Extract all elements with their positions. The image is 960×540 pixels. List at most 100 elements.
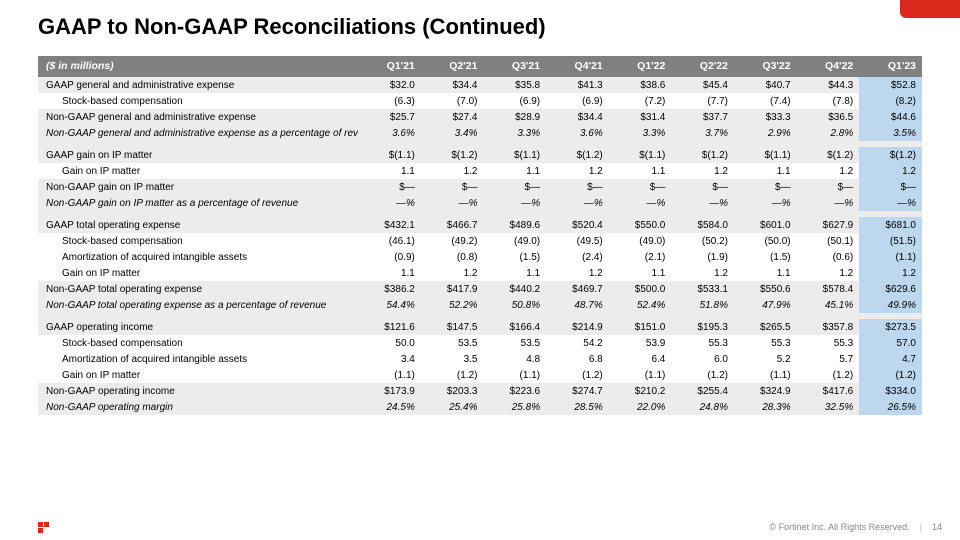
data-cell: (0.6) (797, 249, 860, 265)
row-label: Gain on IP matter (38, 265, 358, 281)
row-label: Amortization of acquired intangible asse… (38, 249, 358, 265)
data-cell: $147.5 (421, 319, 484, 335)
data-cell: 1.2 (797, 265, 860, 281)
row-label: Non-GAAP total operating expense (38, 281, 358, 297)
page-title: GAAP to Non-GAAP Reconciliations (Contin… (38, 14, 546, 40)
data-cell: $37.7 (671, 109, 734, 125)
data-cell: 51.8% (671, 297, 734, 313)
data-cell: (6.9) (483, 93, 546, 109)
data-cell: $334.0 (859, 383, 922, 399)
table-row: Non-GAAP total operating expense$386.2 $4… (38, 281, 922, 297)
row-label: GAAP operating income (38, 319, 358, 335)
data-cell: (50.1) (797, 233, 860, 249)
data-cell: 2.9% (734, 125, 797, 141)
table-row: Non-GAAP gain on IP matter as a percenta… (38, 195, 922, 211)
data-cell: (1.2) (671, 367, 734, 383)
data-cell: 3.3% (483, 125, 546, 141)
data-cell: $45.4 (671, 77, 734, 94)
data-cell: 28.5% (546, 399, 609, 415)
data-cell: 1.1 (483, 265, 546, 281)
data-cell: (50.2) (671, 233, 734, 249)
row-label: Amortization of acquired intangible asse… (38, 351, 358, 367)
data-cell: 55.3 (734, 335, 797, 351)
data-cell: $32.0 (358, 77, 421, 94)
data-cell: 5.2 (734, 351, 797, 367)
data-cell: 6.4 (609, 351, 672, 367)
data-cell: $33.3 (734, 109, 797, 125)
data-cell: (1.5) (483, 249, 546, 265)
data-cell: (1.9) (671, 249, 734, 265)
data-cell: $214.9 (546, 319, 609, 335)
data-cell: (49.0) (609, 233, 672, 249)
footer-separator: | (920, 522, 922, 532)
data-cell: —% (859, 195, 922, 211)
table-header-row: ($ in millions) Q1'21 Q2'21 Q3'21 Q4'21 … (38, 56, 922, 77)
col-q1-22: Q1'22 (609, 56, 672, 77)
slide-footer: © Fortinet Inc. All Rights Reserved. | 1… (0, 514, 960, 540)
data-cell: $440.2 (483, 281, 546, 297)
data-cell: $(1.2) (671, 147, 734, 163)
table-row: GAAP total operating expense$432.1$466.7… (38, 217, 922, 233)
data-cell: 54.4% (358, 297, 421, 313)
data-cell: 49.9% (859, 297, 922, 313)
data-cell: $203.3 (421, 383, 484, 399)
data-cell: (7.2) (609, 93, 672, 109)
data-cell: 47.9% (734, 297, 797, 313)
data-cell: —% (797, 195, 860, 211)
data-cell: $41.3 (546, 77, 609, 94)
data-cell: $223.6 (483, 383, 546, 399)
data-cell: $469.7 (546, 281, 609, 297)
data-cell: $28.9 (483, 109, 546, 125)
data-cell: 1.2 (546, 265, 609, 281)
row-label: GAAP general and administrative expense (38, 77, 358, 94)
data-cell: $601.0 (734, 217, 797, 233)
data-cell: $584.0 (671, 217, 734, 233)
data-cell: $533.1 (671, 281, 734, 297)
data-cell: $35.8 (483, 77, 546, 94)
data-cell: (6.9) (546, 93, 609, 109)
col-q3-21: Q3'21 (483, 56, 546, 77)
data-cell: —% (546, 195, 609, 211)
data-cell: 1.2 (859, 163, 922, 179)
data-cell: $(1.1) (358, 147, 421, 163)
data-cell: $386.2 (358, 281, 421, 297)
table-row: Non-GAAP gain on IP matter$—$—$—$—$—$—$—… (38, 179, 922, 195)
col-q1-23: Q1'23 (859, 56, 922, 77)
row-label: GAAP gain on IP matter (38, 147, 358, 163)
data-cell: 57.0 (859, 335, 922, 351)
fortinet-logo-icon (38, 522, 49, 533)
data-cell: $34.4 (421, 77, 484, 94)
data-cell: 54.2 (546, 335, 609, 351)
table-row: Gain on IP matter(1.1)(1.2)(1.1)(1.2)(1.… (38, 367, 922, 383)
data-cell: (8.2) (859, 93, 922, 109)
data-cell: (7.0) (421, 93, 484, 109)
data-cell: $550.6 (734, 281, 797, 297)
data-cell: $432.1 (358, 217, 421, 233)
data-cell: $40.7 (734, 77, 797, 94)
data-cell: 52.2% (421, 297, 484, 313)
data-cell: (1.1) (734, 367, 797, 383)
data-cell: (7.4) (734, 93, 797, 109)
data-cell: 24.8% (671, 399, 734, 415)
data-cell: (2.4) (546, 249, 609, 265)
data-cell: 1.1 (609, 163, 672, 179)
data-cell: 53.5 (483, 335, 546, 351)
data-cell: (7.7) (671, 93, 734, 109)
data-cell: $— (609, 179, 672, 195)
row-label: Stock-based compensation (38, 233, 358, 249)
data-cell: $(1.2) (421, 147, 484, 163)
data-cell: 1.2 (421, 265, 484, 281)
page-number: 14 (932, 522, 942, 532)
data-cell: 1.1 (358, 265, 421, 281)
data-cell: 1.2 (546, 163, 609, 179)
data-cell: (1.2) (421, 367, 484, 383)
data-cell: $25.7 (358, 109, 421, 125)
data-cell: $44.3 (797, 77, 860, 94)
data-cell: 1.1 (609, 265, 672, 281)
data-cell: —% (734, 195, 797, 211)
data-cell: 1.2 (421, 163, 484, 179)
data-cell: 6.8 (546, 351, 609, 367)
header-label: ($ in millions) (38, 56, 358, 77)
data-cell: $166.4 (483, 319, 546, 335)
data-cell: $38.6 (609, 77, 672, 94)
